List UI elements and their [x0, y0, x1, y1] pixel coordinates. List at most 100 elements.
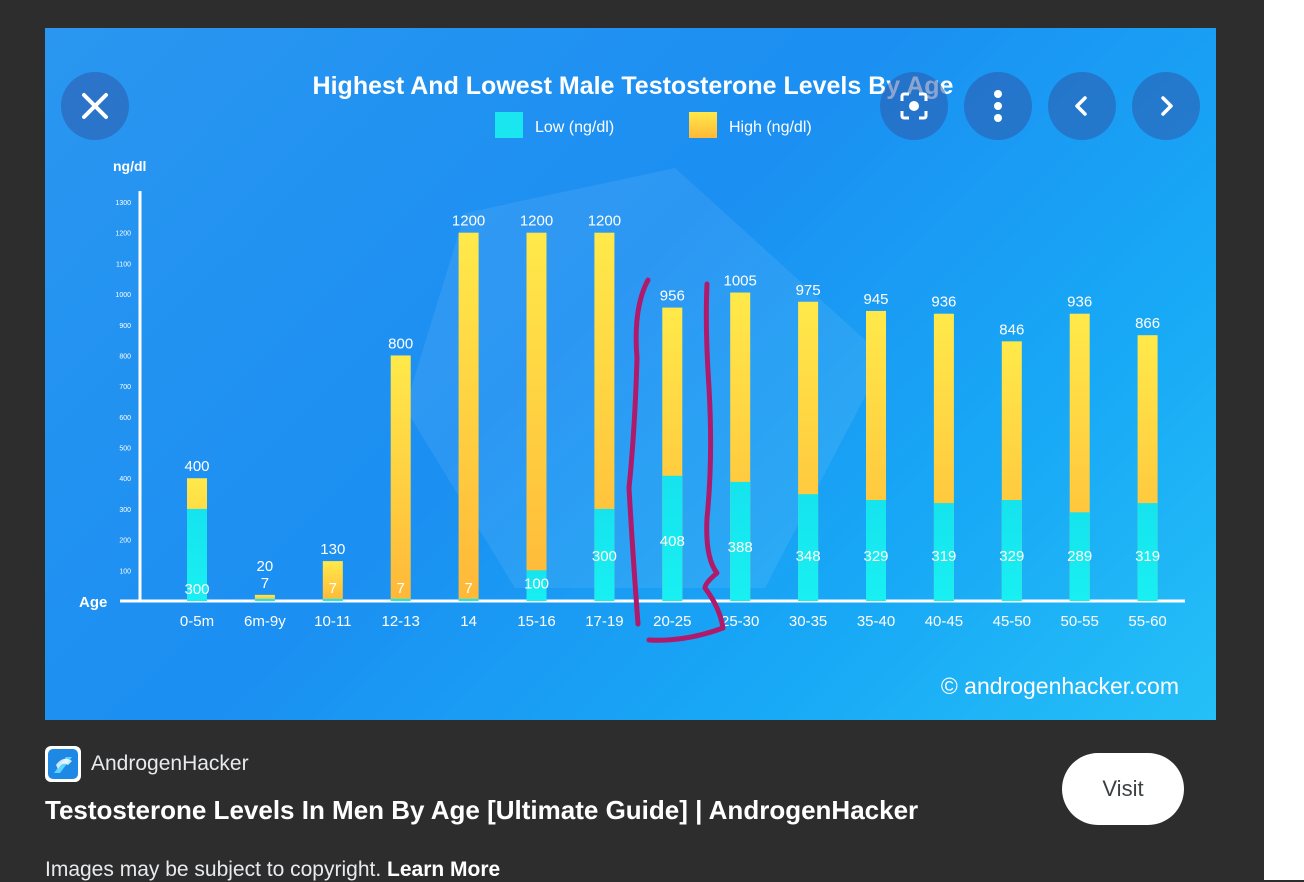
bar-low [1001, 500, 1022, 601]
y-tick-label: 1000 [115, 292, 131, 299]
visit-button[interactable]: Visit [1062, 753, 1184, 825]
data-label-high: 956 [660, 288, 685, 305]
data-label-high: 936 [1067, 294, 1092, 311]
x-tick-label: 30-35 [789, 613, 827, 630]
bar-high [254, 594, 275, 601]
data-label-high: 936 [931, 294, 956, 311]
bar-high [322, 561, 343, 601]
bar-low [662, 475, 683, 601]
data-label-low: 348 [796, 548, 821, 565]
annotation-left-stroke [626, 277, 651, 627]
bar-low [730, 481, 751, 601]
page-title[interactable]: Testosterone Levels In Men By Age [Ultim… [45, 795, 919, 825]
data-label-low: 7 [464, 580, 472, 597]
legend-label-high: High (ng/dl) [729, 119, 812, 136]
chart-title: Highest And Lowest Male Testosterone Lev… [313, 72, 954, 100]
y-axis-label: ng/dl [113, 158, 146, 174]
copyright-note: Images may be subject to copyright. Lear… [45, 858, 500, 882]
x-tick-label: 12-13 [382, 613, 420, 630]
right-edge [1264, 0, 1304, 880]
watermark-text: © androgenhacker.com [941, 673, 1179, 699]
lens-button[interactable] [880, 72, 948, 140]
copyright-text: Images may be subject to copyright. [45, 858, 382, 881]
learn-more-link[interactable]: Learn More [387, 858, 501, 881]
bar-low [526, 570, 547, 601]
bar-high [390, 355, 411, 601]
data-label-high: 846 [999, 321, 1024, 338]
more-options-button[interactable] [964, 72, 1032, 140]
data-label-high: 130 [320, 541, 345, 558]
chevron-left-icon [1075, 96, 1087, 116]
legend-label-low: Low (ng/dl) [535, 119, 614, 136]
y-tick-label: 100 [119, 568, 131, 575]
data-label-low: 388 [728, 539, 753, 556]
x-tick-label: 10-11 [314, 613, 351, 630]
x-axis-label: Age [79, 594, 107, 611]
data-label-high: 866 [1135, 315, 1160, 332]
more-vertical-icon [994, 90, 1002, 122]
data-label-low: 289 [1067, 548, 1092, 565]
y-tick-label: 300 [119, 507, 131, 514]
lens-icon [900, 92, 928, 120]
data-label-high: 1200 [520, 213, 553, 230]
data-label-low: 319 [1135, 548, 1160, 565]
data-label-low: 319 [931, 548, 956, 565]
y-tick-label: 600 [119, 415, 131, 422]
x-tick-label: 14 [460, 613, 477, 630]
data-label-high: 1200 [588, 213, 621, 230]
close-button[interactable] [61, 72, 129, 140]
x-tick-label: 40-45 [925, 613, 963, 630]
site-favicon [45, 746, 81, 782]
y-tick-label: 700 [119, 384, 131, 391]
next-image-button[interactable] [1132, 72, 1200, 140]
close-icon [82, 93, 108, 119]
y-tick-label: 400 [119, 476, 131, 483]
bar-low [933, 503, 954, 601]
bar-low [798, 494, 819, 601]
legend-swatch-low [495, 112, 523, 138]
data-label-low: 329 [863, 548, 888, 565]
bar-low [254, 598, 275, 601]
y-tick-label: 900 [119, 323, 131, 330]
data-label-low: 329 [999, 548, 1024, 565]
y-tick-label: 500 [119, 446, 131, 453]
bar-low [1069, 512, 1090, 601]
x-tick-label: 45-50 [993, 613, 1031, 630]
chart-image: Highest And Lowest Male Testosterone Lev… [79, 72, 1185, 699]
data-label-high: 400 [184, 458, 209, 475]
x-tick-label: 55-60 [1128, 613, 1166, 630]
data-label-low: 7 [397, 580, 405, 597]
data-label-low: 100 [524, 575, 549, 592]
data-label-low: 300 [184, 581, 209, 598]
legend-swatch-high [689, 112, 717, 138]
data-label-high: 20 [257, 558, 274, 575]
data-label-high: 945 [863, 291, 888, 308]
y-tick-label: 200 [119, 538, 131, 545]
image-viewer: Highest And Lowest Male Testosterone Lev… [45, 28, 1216, 720]
bar-high [526, 232, 547, 601]
bar-low [866, 500, 886, 601]
androgenhacker-logo-icon [48, 749, 78, 779]
x-tick-label: 6m-9y [244, 613, 286, 630]
chevron-right-icon [1161, 96, 1173, 116]
x-tick-label: 20-25 [653, 613, 691, 630]
bar-low [390, 598, 411, 601]
bar-low [1137, 503, 1158, 601]
x-tick-label: 25-30 [721, 613, 759, 630]
bar-low [458, 598, 479, 601]
data-label-high: 1200 [452, 213, 485, 230]
y-tick-label: 800 [119, 353, 131, 360]
bar-low [594, 508, 615, 601]
annotation-right-stroke [646, 281, 726, 643]
source-name[interactable]: AndrogenHacker [91, 752, 249, 775]
source-row[interactable]: AndrogenHacker [45, 746, 249, 782]
x-tick-label: 50-55 [1061, 613, 1099, 630]
y-tick-label: 1200 [115, 231, 131, 238]
data-label-low: 7 [329, 580, 337, 597]
y-tick-label: 1300 [115, 200, 131, 207]
data-label-high: 7 [261, 575, 269, 592]
previous-image-button[interactable] [1048, 72, 1116, 140]
background-logo-shape [405, 168, 885, 588]
bar-high [458, 232, 479, 601]
x-tick-label: 17-19 [585, 613, 623, 630]
